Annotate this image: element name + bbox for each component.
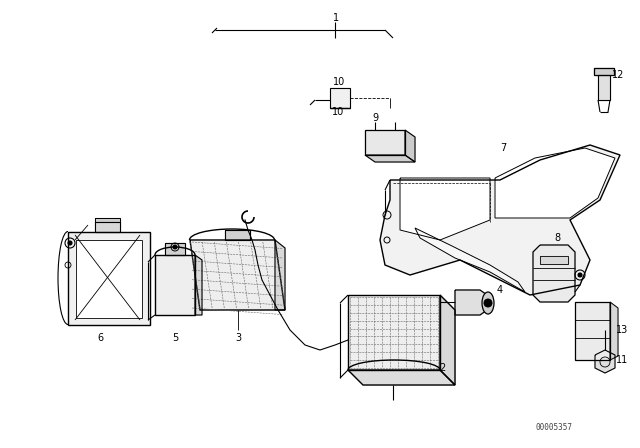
Polygon shape xyxy=(380,145,620,295)
Text: 2: 2 xyxy=(439,363,445,373)
Polygon shape xyxy=(348,295,440,370)
Polygon shape xyxy=(440,295,455,385)
Text: 13: 13 xyxy=(616,325,628,335)
Ellipse shape xyxy=(482,292,494,314)
Text: 8: 8 xyxy=(554,233,560,243)
Text: 7: 7 xyxy=(500,143,506,153)
Polygon shape xyxy=(405,130,415,162)
Text: 6: 6 xyxy=(97,333,103,343)
Text: 10: 10 xyxy=(333,77,345,87)
Text: 4: 4 xyxy=(497,285,503,295)
Text: 3: 3 xyxy=(235,333,241,343)
Circle shape xyxy=(68,241,72,245)
Polygon shape xyxy=(540,256,568,264)
Polygon shape xyxy=(400,178,490,240)
Polygon shape xyxy=(365,155,415,162)
Text: 1: 1 xyxy=(333,13,339,23)
Circle shape xyxy=(578,273,582,277)
Polygon shape xyxy=(165,243,185,255)
Polygon shape xyxy=(415,228,525,292)
Polygon shape xyxy=(155,255,195,315)
Text: 5: 5 xyxy=(172,333,178,343)
Polygon shape xyxy=(225,230,250,240)
Polygon shape xyxy=(195,255,202,315)
Polygon shape xyxy=(575,302,610,360)
Polygon shape xyxy=(330,88,350,108)
Text: 9: 9 xyxy=(372,113,378,123)
Polygon shape xyxy=(365,130,405,155)
Text: 11: 11 xyxy=(616,355,628,365)
Polygon shape xyxy=(594,68,614,75)
Polygon shape xyxy=(95,218,120,222)
Polygon shape xyxy=(455,290,490,315)
Polygon shape xyxy=(76,240,142,318)
Polygon shape xyxy=(348,370,455,385)
Text: 10: 10 xyxy=(332,107,344,117)
Circle shape xyxy=(173,245,177,249)
Polygon shape xyxy=(95,222,120,232)
Polygon shape xyxy=(495,148,615,218)
Polygon shape xyxy=(68,232,150,325)
Polygon shape xyxy=(598,75,610,100)
Text: 12: 12 xyxy=(612,70,624,80)
Polygon shape xyxy=(533,245,575,302)
Text: 00005357: 00005357 xyxy=(535,423,572,432)
Polygon shape xyxy=(595,350,615,373)
Circle shape xyxy=(484,299,492,307)
Polygon shape xyxy=(275,240,285,310)
Polygon shape xyxy=(190,240,285,310)
Polygon shape xyxy=(610,302,618,360)
